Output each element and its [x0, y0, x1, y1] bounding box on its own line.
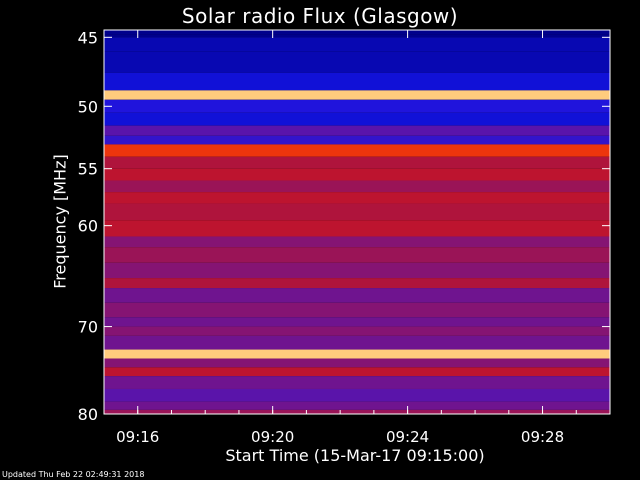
spectrum-band: [104, 192, 610, 204]
spectrum-band: [104, 326, 610, 336]
plot-frame: [103, 29, 611, 415]
spectrum-band: [104, 90, 610, 100]
chart-title: Solar radio Flux (Glasgow): [181, 4, 459, 28]
spectrum-band: [104, 220, 610, 237]
spectrum-band: [104, 156, 610, 169]
spectrum-band: [104, 72, 610, 91]
spectrum-band: [104, 236, 610, 248]
spectrum-band: [104, 112, 610, 126]
spectrum-band: [104, 180, 610, 193]
spectrogram-bands: [104, 30, 610, 414]
spectrum-band: [104, 168, 610, 181]
y-tick-label: 70: [78, 318, 98, 337]
y-tick-label: 55: [78, 160, 98, 179]
spectrum-band: [104, 349, 610, 359]
spectrum-band: [104, 99, 610, 113]
spectrum-band: [104, 125, 610, 136]
y-tick-label: 50: [78, 97, 98, 116]
spectrum-band: [104, 144, 610, 157]
spectrum-band: [104, 51, 610, 73]
x-tick-label: 09:16: [116, 428, 159, 446]
y-tick-label: 60: [78, 217, 98, 236]
y-axis-label: Frequency [MHz]: [50, 154, 70, 289]
spectrum-band: [104, 37, 610, 52]
x-tick-label: 09:24: [386, 428, 429, 446]
spectrum-band: [104, 135, 610, 145]
y-tick-label: 80: [78, 405, 98, 424]
spectrum-band: [104, 30, 610, 35]
spectrum-band: [104, 317, 610, 327]
spectrum-band: [104, 376, 610, 389]
x-tick-label: 09:28: [521, 428, 564, 446]
spectrum-band: [104, 203, 610, 221]
spectrum-band: [104, 288, 610, 303]
spectrum-band: [104, 401, 610, 410]
spectrum-band: [104, 335, 610, 350]
x-axis-label: Start Time (15-Mar-17 09:15:00): [225, 446, 485, 465]
y-tick-label: 45: [78, 28, 98, 47]
spectrum-band: [104, 388, 610, 402]
updated-timestamp: Updated Thu Feb 22 02:49:31 2018: [2, 470, 145, 479]
spectrum-band: [104, 367, 610, 377]
x-tick-label: 09:20: [251, 428, 294, 446]
x-axis-ticks: 09:16 09:20 09:24 09:28: [103, 30, 611, 446]
spectrum-band: [104, 409, 610, 414]
y-axis-ticks: 45 50 55 60 70 80: [78, 28, 610, 424]
spectrum-band: [104, 358, 610, 368]
spectrum-band: [104, 34, 610, 38]
spectrum-band: [104, 302, 610, 318]
spectrum-band: [104, 262, 610, 279]
spectrum-band: [104, 247, 610, 263]
spectrum-band: [104, 278, 610, 289]
